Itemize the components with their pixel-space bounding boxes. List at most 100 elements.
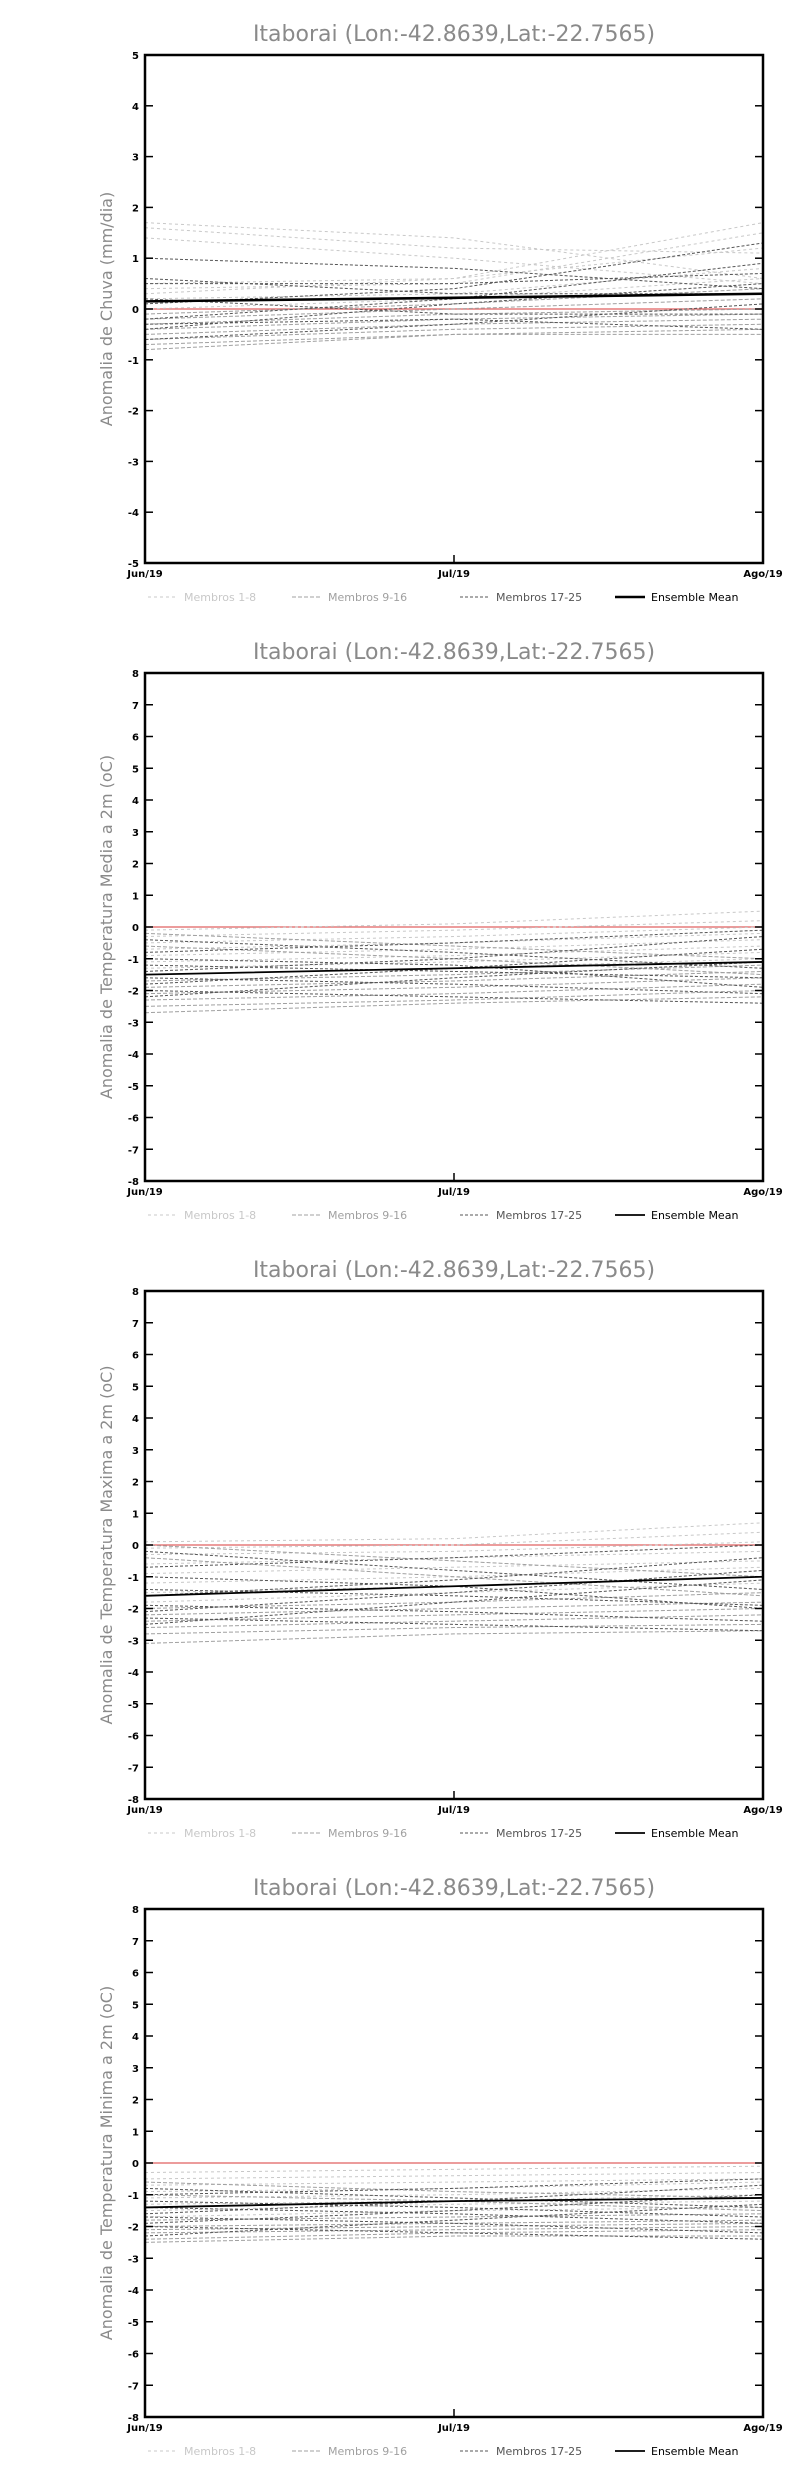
y-tick-label: 5 xyxy=(132,1382,139,1393)
chart-2: Itaborai (Lon:-42.8639,Lat:-22.7565) -8 -7… xyxy=(97,640,783,1222)
member-line-17 xyxy=(144,2206,764,2224)
legend-entry: Ensemble Mean xyxy=(615,1827,738,1840)
y-tick-label: 4 xyxy=(132,102,139,113)
y-tick-label: -5 xyxy=(128,1700,139,1711)
y-tick-label: 4 xyxy=(132,1414,139,1425)
member-line-9 xyxy=(144,964,764,982)
member-line-13 xyxy=(144,2229,764,2240)
member-line-11 xyxy=(144,1608,764,1622)
member-line-13 xyxy=(144,318,764,335)
y-tick-label: -5 xyxy=(128,559,139,570)
member-line-15 xyxy=(144,932,764,960)
member-line-3 xyxy=(144,1541,764,1556)
member-line-4 xyxy=(144,2181,764,2193)
legend-label: Membros 1-8 xyxy=(184,2445,256,2458)
x-tick-label: Jun/19 xyxy=(126,1805,163,1816)
member-line-18 xyxy=(144,1557,764,1597)
member-line-19 xyxy=(144,2194,764,2224)
member-line-19 xyxy=(144,1569,764,1613)
y-tick-label: -2 xyxy=(128,1605,139,1616)
member-line-3 xyxy=(144,926,764,944)
legend-entry: Membros 9-16 xyxy=(292,2445,407,2458)
y-tick-label: 3 xyxy=(132,2064,139,2075)
member-line-13 xyxy=(144,990,764,1007)
member-line-22 xyxy=(144,964,764,979)
legend-entry: Membros 1-8 xyxy=(148,2445,256,2458)
y-tick-label: -3 xyxy=(128,457,139,468)
y-axis-label: Anomalia de Chuva (mm/dia) xyxy=(97,192,116,426)
ensemble-mean-line xyxy=(144,961,764,976)
member-line-6 xyxy=(144,945,764,963)
y-tick-label: 7 xyxy=(132,701,139,712)
y-tick-label: -4 xyxy=(128,508,139,519)
member-line-12 xyxy=(144,1614,764,1629)
chart-title: Itaborai (Lon:-42.8639,Lat:-22.7565) xyxy=(253,1258,655,1283)
y-tick-label: -1 xyxy=(128,356,139,367)
member-line-24 xyxy=(144,990,764,1004)
member-line-2 xyxy=(144,227,764,254)
legend-entry: Membros 1-8 xyxy=(148,591,256,604)
legend-label: Membros 9-16 xyxy=(328,591,407,604)
y-tick-label: -4 xyxy=(128,1050,139,1061)
legend-entry: Membros 9-16 xyxy=(292,1827,407,1840)
y-tick-label: 0 xyxy=(132,305,139,316)
member-line-18 xyxy=(144,2184,764,2215)
legend-label: Membros 1-8 xyxy=(184,1827,256,1840)
y-tick-label: -2 xyxy=(128,2223,139,2234)
member-line-25 xyxy=(144,318,764,330)
y-tick-label: -1 xyxy=(128,2191,139,2202)
member-line-5 xyxy=(144,939,764,957)
member-line-14 xyxy=(144,323,764,340)
member-line-14 xyxy=(144,996,764,1014)
member-line-7 xyxy=(144,1576,764,1594)
member-line-16 xyxy=(144,945,764,976)
legend-label: Ensemble Mean xyxy=(651,591,738,604)
member-line-4 xyxy=(144,222,764,285)
legend-label: Membros 17-25 xyxy=(496,2445,582,2458)
member-line-8 xyxy=(144,278,764,310)
y-tick-label: -3 xyxy=(128,1636,139,1647)
legend-label: Membros 17-25 xyxy=(496,1827,582,1840)
member-line-1 xyxy=(144,222,764,280)
legend-entry: Membros 17-25 xyxy=(460,2445,582,2458)
member-line-21 xyxy=(144,1550,764,1590)
member-line-24 xyxy=(144,1617,764,1632)
chart-title: Itaborai (Lon:-42.8639,Lat:-22.7565) xyxy=(253,1876,655,1901)
y-tick-label: -7 xyxy=(128,1145,139,1156)
chart-title: Itaborai (Lon:-42.8639,Lat:-22.7565) xyxy=(253,640,655,665)
y-tick-label: 8 xyxy=(132,1905,139,1916)
member-line-15 xyxy=(144,2181,764,2199)
legend-entry: Membros 17-25 xyxy=(460,591,582,604)
y-tick-label: 1 xyxy=(132,254,139,265)
y-tick-label: -7 xyxy=(128,2381,139,2392)
legend-entry: Ensemble Mean xyxy=(615,1209,738,1222)
y-tick-label: -8 xyxy=(128,1177,139,1188)
member-line-4 xyxy=(144,1550,764,1565)
member-line-20 xyxy=(144,2203,764,2237)
y-tick-label: 0 xyxy=(132,923,139,934)
legend-label: Ensemble Mean xyxy=(651,1827,738,1840)
y-tick-label: -6 xyxy=(128,1732,139,1743)
member-line-6 xyxy=(144,2194,764,2205)
member-line-10 xyxy=(144,970,764,988)
ensemble-mean-line xyxy=(144,2197,764,2209)
y-tick-label: 3 xyxy=(132,153,139,164)
member-line-9 xyxy=(144,2213,764,2221)
y-tick-label: 6 xyxy=(132,733,139,744)
legend-label: Ensemble Mean xyxy=(651,1209,738,1222)
y-axis-label: Anomalia de Temperatura Minima a 2m (oC) xyxy=(97,1986,116,2340)
member-line-17 xyxy=(144,242,764,305)
y-tick-label: 8 xyxy=(132,669,139,680)
y-tick-label: -5 xyxy=(128,1082,139,1093)
chart-title: Itaborai (Lon:-42.8639,Lat:-22.7565) xyxy=(253,22,655,47)
member-line-23 xyxy=(144,1604,764,1622)
member-line-22 xyxy=(144,1588,764,1606)
y-axis-label: Anomalia de Temperatura Media a 2m (oC) xyxy=(97,755,116,1099)
legend-label: Membros 1-8 xyxy=(184,1209,256,1222)
legend-label: Membros 1-8 xyxy=(184,591,256,604)
member-line-24 xyxy=(144,257,764,290)
member-line-21 xyxy=(144,939,764,969)
member-line-21 xyxy=(144,2187,764,2208)
member-line-2 xyxy=(144,2172,764,2180)
